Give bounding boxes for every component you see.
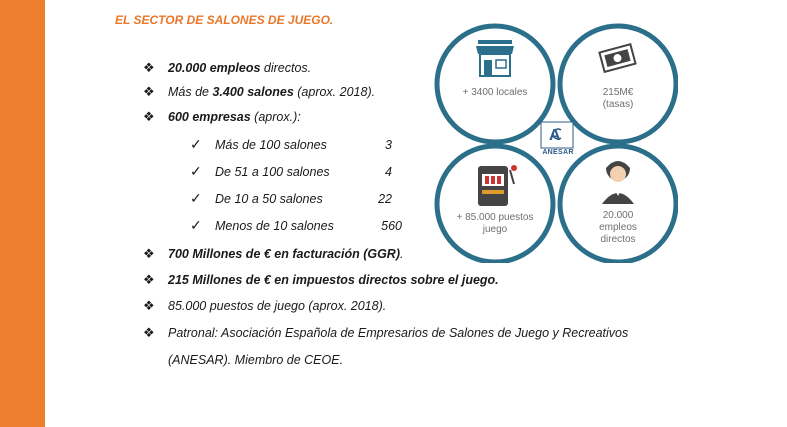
tax-amount-label: 215M€ [602,87,634,98]
bullet-gaming-positions: ❖ 85.000 puestos de juego (aprox. 2018). [143,298,387,313]
ring-top-left [434,23,556,145]
employees-label-1: 20.000 [602,210,634,221]
diamond-bullet-icon: ❖ [143,298,155,313]
check-icon: ✓ [190,163,202,179]
employees-label-3: directos [600,234,636,245]
bullet-employees: ❖ 20.000 empleos directos. [143,60,312,75]
bullet-continuation: (ANESAR). Miembro de CEOE. [168,353,344,367]
diamond-bullet-icon: ❖ [143,272,155,287]
orange-side-bar [0,0,45,427]
employees-label-2: empleos [599,222,637,233]
bullet-taxes: ❖ 215 Millones de € en impuestos directo… [143,272,499,287]
bullet-salons: ❖ Más de 3.400 salones (aprox. 2018). [143,84,376,99]
ring-top-right [557,23,678,145]
bullet-employer-association: ❖ Patronal: Asociación Española de Empre… [143,325,629,340]
money-icon [598,43,637,74]
tax-label: (tasas) [602,99,634,110]
positions-label-1: + 85.000 puestos [456,212,534,223]
check-icon: ✓ [190,217,202,233]
section-title: EL SECTOR DE SALONES DE JUEGO. [115,13,334,27]
infographic: A + 3400 locales 215M€ (tasas) + 85.000 … [428,18,678,263]
store-icon [476,40,514,77]
anesar-logo: A [540,121,574,149]
positions-label-2: juego [482,224,508,235]
bullet-revenue: ❖ 700 Millones de € en facturación (GGR)… [143,246,404,261]
check-icon: ✓ [190,136,202,152]
diamond-bullet-icon: ❖ [143,325,155,340]
employee-icon [602,161,634,204]
anesar-logo-text: ANESAR [542,149,574,156]
check-icon: ✓ [190,190,202,206]
diamond-bullet-icon: ❖ [143,246,155,261]
infographic-graphic: A [434,23,678,263]
slot-machine-icon [478,165,517,206]
ring-bottom-right [557,143,678,263]
diamond-bullet-icon: ❖ [143,84,155,99]
bullet-companies: ❖ 600 empresas (aprox.): [143,109,301,124]
diamond-bullet-icon: ❖ [143,60,155,75]
ring-bottom-left [434,143,556,263]
locales-label: + 3400 locales [462,87,528,98]
diamond-bullet-icon: ❖ [143,109,155,124]
